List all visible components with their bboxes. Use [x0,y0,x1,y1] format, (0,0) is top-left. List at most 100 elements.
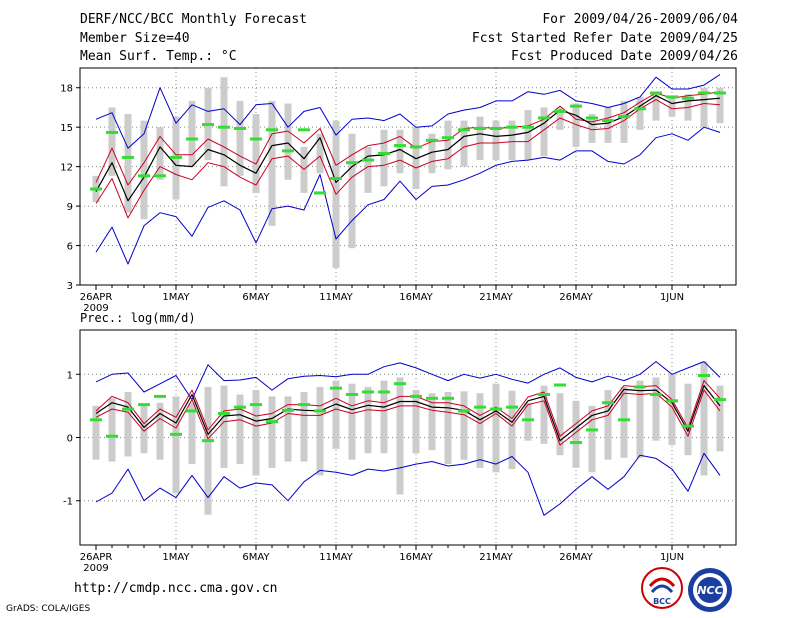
grads-credit: GrADS: COLA/IGES [6,604,91,614]
header-right-line-2: Fcst Started Refer Date 2009/04/25 [471,31,738,46]
y-tick-label: -1 [63,497,73,508]
observed-mark [442,396,454,400]
x-tick-label: 26MAY [559,552,593,563]
observed-mark [122,155,134,159]
x-tick-label: 11MAY [319,292,353,303]
observed-mark [218,125,230,129]
observed-mark [202,439,214,443]
spread-box [668,374,676,446]
spread-box [268,396,276,468]
spread-box [140,120,148,220]
x-tick-label: 16MAY [399,292,433,303]
spread-box [652,94,660,121]
observed-mark [330,386,342,390]
x-tick-label: 21MAY [479,552,513,563]
ensemble-min-line [95,126,721,265]
x-tick-label: 1JUN [660,552,684,563]
observed-mark [186,409,198,413]
observed-mark [602,119,614,123]
spread-box [476,116,484,161]
footer-url[interactable]: http://cmdp.ncc.cma.gov.cn [74,581,278,596]
observed-mark [522,125,534,129]
observed-mark [218,411,230,415]
spread-box [476,393,484,468]
spread-box [380,129,388,187]
header-left-line-1: DERF/NCC/BCC Monthly Forecast [80,12,307,27]
observed-mark [570,441,582,445]
observed-mark [458,409,470,413]
spread-box [556,393,564,456]
spread-box [252,390,260,476]
observed-mark [250,137,262,141]
bcc-logo-text: BCC [653,597,671,606]
spread-box [188,402,196,465]
spread-box [700,87,708,128]
plot-frame [79,67,737,286]
spread-upper-line [95,91,721,186]
spread-box [492,383,500,473]
spread-box [652,377,660,441]
spread-box [316,386,324,476]
spread-box [492,120,500,161]
spread-box [508,390,516,470]
y-tick-label: 12 [60,163,73,174]
observed-mark [298,128,310,132]
observed-mark [426,138,438,142]
spread-box [460,391,468,460]
observed-mark [538,116,550,120]
spread-box [300,391,308,462]
observed-mark [618,418,630,422]
spread-box [316,133,324,174]
ncc-logo-text: NCC [697,584,722,597]
y-tick-label: 1 [67,370,73,381]
observed-mark [634,385,646,389]
spread-box [636,380,644,458]
spread-box [108,107,116,176]
observed-mark [714,91,726,95]
observed-mark [538,393,550,396]
x-tick-label: 6MAY [242,292,270,303]
header-left-line-3: Mean Surf. Temp.: °C [80,49,237,64]
ensemble-max-line [95,361,721,401]
observed-mark [506,125,518,129]
spread-box [620,100,628,143]
bcc-logo: BCC [641,567,683,609]
x-tick-label: 26APR [80,552,113,563]
x-tick-label: 26MAY [559,292,593,303]
spread-box [364,386,372,454]
spread-box [124,114,132,213]
header-right-line-3: Fcst Produced Date 2009/04/26 [511,49,738,64]
observed-mark [122,407,134,411]
y-tick-label: 6 [67,242,73,253]
ensemble-max-line [95,74,721,149]
observed-mark [90,187,102,191]
spread-box [140,405,148,454]
spread-box [108,398,116,462]
observed-mark [90,418,102,422]
observed-mark [138,403,150,407]
observed-mark [570,104,582,108]
observed-mark [586,116,598,120]
observed-mark [426,396,438,400]
observed-mark [474,126,486,130]
spread-box [380,380,388,454]
observed-mark [474,405,486,409]
observed-mark [234,126,246,130]
observed-mark [522,418,534,422]
spread-box [636,96,644,130]
spread-box [716,87,724,124]
observed-mark [282,408,294,412]
ncc-logo: NCC [688,568,732,612]
spread-box [92,405,100,460]
observed-mark [266,420,278,424]
x-tick-label: 16MAY [399,552,433,563]
observed-mark [170,155,182,159]
spread-box [540,385,548,444]
observed-mark [234,405,246,409]
observed-mark [458,128,470,132]
observed-mark [250,403,262,407]
observed-mark [362,158,374,162]
spread-box [556,107,564,130]
spread-box [236,100,244,176]
header-right-line-1: For 2009/04/26-2009/06/04 [542,12,738,27]
